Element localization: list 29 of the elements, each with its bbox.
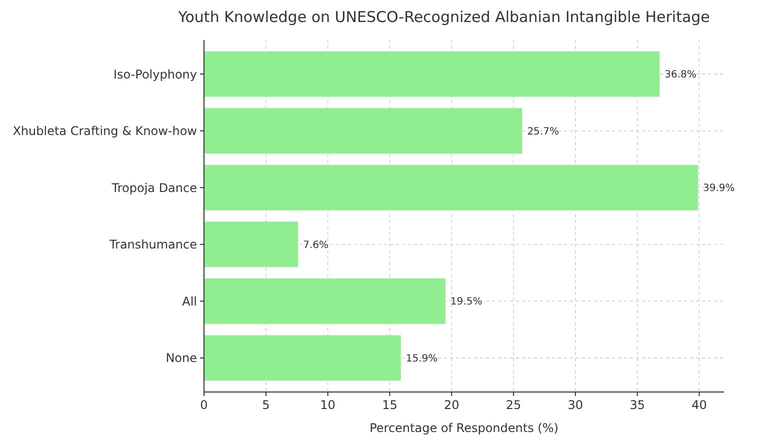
bar bbox=[204, 51, 660, 97]
x-tick-label: 35 bbox=[630, 398, 645, 412]
x-tick-label: 25 bbox=[506, 398, 522, 412]
x-tick-label: 5 bbox=[262, 398, 270, 412]
y-tick-label: Transhumance bbox=[108, 238, 197, 252]
x-tick-label: 20 bbox=[444, 398, 460, 412]
data-label: 25.7% bbox=[527, 126, 559, 138]
bar bbox=[204, 278, 446, 324]
y-tick-label: Xhubleta Crafting & Know-how bbox=[12, 124, 198, 138]
x-tick-label: 15 bbox=[382, 398, 398, 412]
y-tick-label: None bbox=[166, 351, 197, 366]
bar bbox=[204, 222, 298, 268]
x-tick-label: 0 bbox=[200, 398, 208, 412]
x-axis-title: Percentage of Respondents (%) bbox=[370, 421, 558, 435]
x-tick-label: 40 bbox=[692, 398, 707, 412]
x-tick-label: 10 bbox=[320, 398, 336, 412]
data-label: 19.5% bbox=[450, 296, 482, 308]
data-label: 7.6% bbox=[303, 240, 328, 251]
data-label: 36.8% bbox=[664, 70, 696, 81]
x-tick-label: 30 bbox=[568, 398, 584, 412]
bar bbox=[204, 164, 698, 210]
y-tick-label: Iso-Polyphony bbox=[113, 67, 197, 82]
data-label: 39.9% bbox=[703, 183, 735, 194]
chart-title: Youth Knowledge on UNESCO-Recognized Albanian Intangible Heritage bbox=[177, 8, 710, 26]
bar bbox=[204, 335, 401, 381]
data-label: 15.9% bbox=[406, 353, 438, 364]
bar bbox=[204, 108, 522, 154]
y-tick-label: Tropoja Dance bbox=[110, 180, 197, 195]
y-tick-label: All bbox=[182, 294, 197, 308]
